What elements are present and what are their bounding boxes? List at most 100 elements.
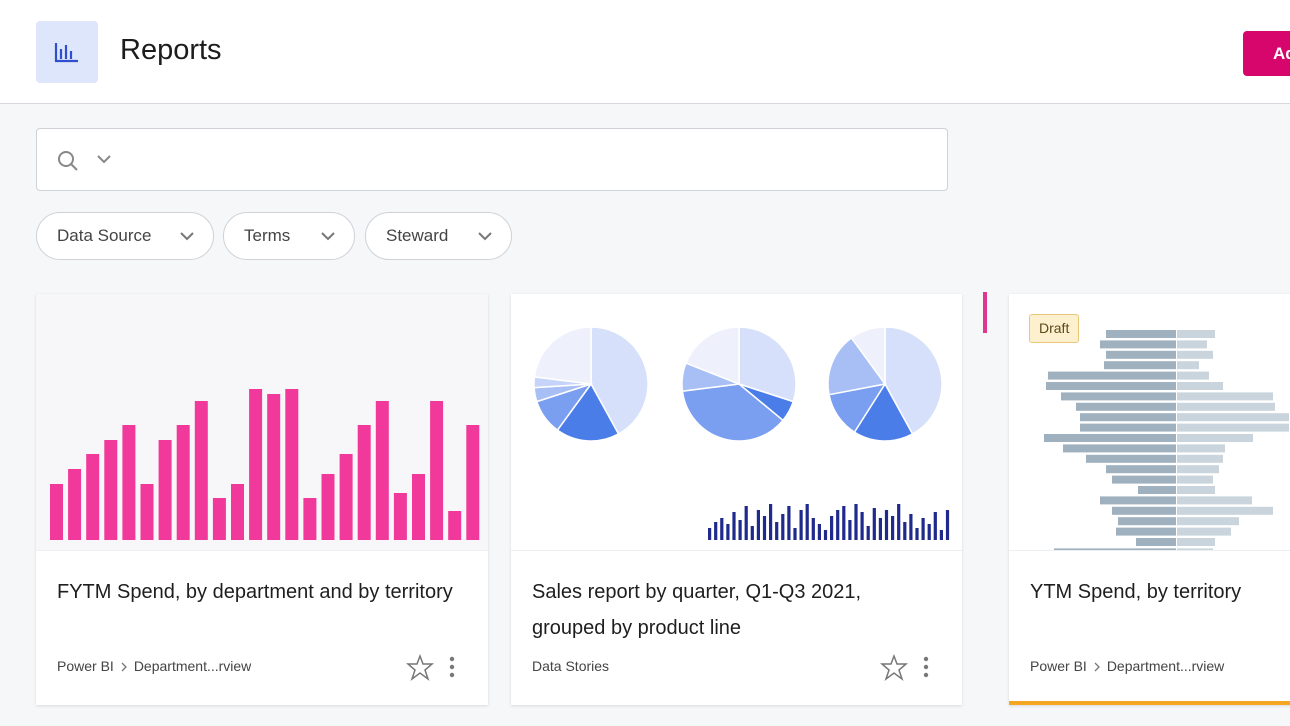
strip-bar	[738, 520, 742, 540]
source: Power BI	[57, 658, 114, 674]
left-bar	[1106, 330, 1176, 338]
left-bar	[1046, 382, 1176, 390]
strip-bar	[891, 516, 895, 540]
pie-slice	[590, 326, 649, 435]
thumb-bar	[212, 498, 226, 540]
chevron-line	[180, 232, 194, 241]
right-bar	[1177, 517, 1239, 526]
strip-bar	[805, 504, 809, 540]
thumb-bar	[68, 469, 82, 540]
chevron	[478, 232, 492, 241]
right-bar	[1177, 340, 1207, 349]
right-bar	[1177, 444, 1225, 453]
pie-slice	[556, 382, 620, 442]
source: Power BI	[1030, 658, 1087, 674]
add-button[interactable]: Ad	[1243, 31, 1290, 76]
thumb-bar	[285, 389, 299, 540]
strip-bar	[817, 524, 821, 540]
filter-label: Terms	[244, 226, 291, 245]
strip-bar	[909, 514, 913, 540]
draft-badge: Draft	[1029, 314, 1080, 343]
icon	[54, 43, 78, 63]
header: Reports Ad	[0, 0, 1290, 104]
strip-bar	[915, 528, 919, 540]
thumb-bar	[303, 498, 317, 540]
thumb-bar	[267, 394, 281, 540]
report-card[interactable]: Draft YTM Spend, by territory Power BI Depa…	[1009, 294, 1290, 705]
menu-dot[interactable]	[449, 656, 455, 662]
pie-slice	[681, 383, 784, 442]
strip-bar	[799, 510, 803, 540]
left-bar	[1106, 350, 1176, 359]
thumb-bar	[194, 401, 208, 540]
card-actions[interactable]	[406, 654, 466, 682]
left-bar	[1054, 548, 1176, 550]
left-bar	[1048, 371, 1176, 380]
reports-icon	[36, 21, 98, 83]
strip-bar	[714, 522, 718, 540]
strip-bar	[939, 530, 943, 540]
drag-indicator	[983, 292, 987, 333]
filter-chip[interactable]: Terms	[223, 212, 355, 260]
menu-dot[interactable]	[923, 672, 929, 678]
left-bar	[1116, 527, 1176, 536]
strip-bar	[732, 512, 736, 540]
filter-label: Data Source	[57, 226, 152, 245]
thumbnail	[1009, 330, 1290, 551]
search-box[interactable]	[36, 128, 948, 191]
right-bar	[1177, 538, 1215, 546]
strip-bar	[762, 516, 767, 540]
menu-dot[interactable]	[449, 664, 455, 670]
strip-bar	[903, 522, 907, 540]
strip-bar	[720, 518, 724, 540]
menu-dot[interactable]	[449, 672, 455, 678]
right-bar	[1177, 465, 1219, 474]
strip-bar	[793, 528, 797, 540]
strip-bar	[811, 518, 815, 540]
report-card[interactable]: FYTM Spend, by department and by territo…	[36, 294, 488, 705]
star-icon[interactable]	[880, 654, 909, 682]
star-icon[interactable]	[406, 654, 435, 682]
strip-bar	[927, 524, 931, 540]
filter-chip[interactable]: Data Source	[36, 212, 214, 260]
left-bar	[1112, 475, 1176, 484]
right-bar	[1177, 423, 1289, 432]
strip-bar	[823, 530, 828, 540]
menu-dot[interactable]	[923, 664, 929, 670]
right-bar	[1177, 486, 1215, 494]
pie-slice	[853, 382, 914, 442]
strip-bar	[945, 510, 950, 540]
card-meta: Power BI Department...rview	[1030, 658, 1224, 674]
left-bar	[1076, 402, 1176, 411]
strip-bar	[787, 506, 791, 540]
right-bar	[1177, 392, 1273, 401]
strip-bar	[878, 518, 882, 540]
search-icons	[58, 151, 111, 171]
thumb-bar	[231, 484, 244, 540]
card-title: Sales report by quarter, Q1-Q3 2021, gro…	[532, 581, 862, 639]
card-actions[interactable]	[880, 654, 940, 682]
filter-chip[interactable]: Steward	[365, 212, 512, 260]
chevron-line	[478, 232, 492, 241]
left-bar	[1100, 340, 1176, 349]
right-bar	[1177, 330, 1215, 338]
strip-bar	[708, 528, 712, 540]
strip-bar	[933, 512, 937, 540]
strip-bar	[897, 504, 901, 540]
thumb-bar	[50, 484, 63, 540]
report-card[interactable]: Sales report by quarter, Q1-Q3 2021, gro…	[511, 294, 962, 705]
left-bar	[1086, 454, 1176, 463]
strip-bar	[836, 510, 840, 540]
strip-bar	[769, 504, 773, 540]
left-bar	[1063, 444, 1176, 453]
strip-bar	[854, 504, 858, 540]
separator	[121, 662, 127, 672]
path: Department...rview	[133, 658, 252, 674]
pie-slice	[738, 326, 797, 403]
left-bar	[1112, 506, 1176, 515]
left-bar	[1044, 434, 1176, 442]
menu-dot[interactable]	[923, 656, 929, 662]
strip-bar	[830, 516, 834, 540]
right-bar	[1177, 402, 1275, 411]
thumb-bar	[176, 425, 190, 540]
